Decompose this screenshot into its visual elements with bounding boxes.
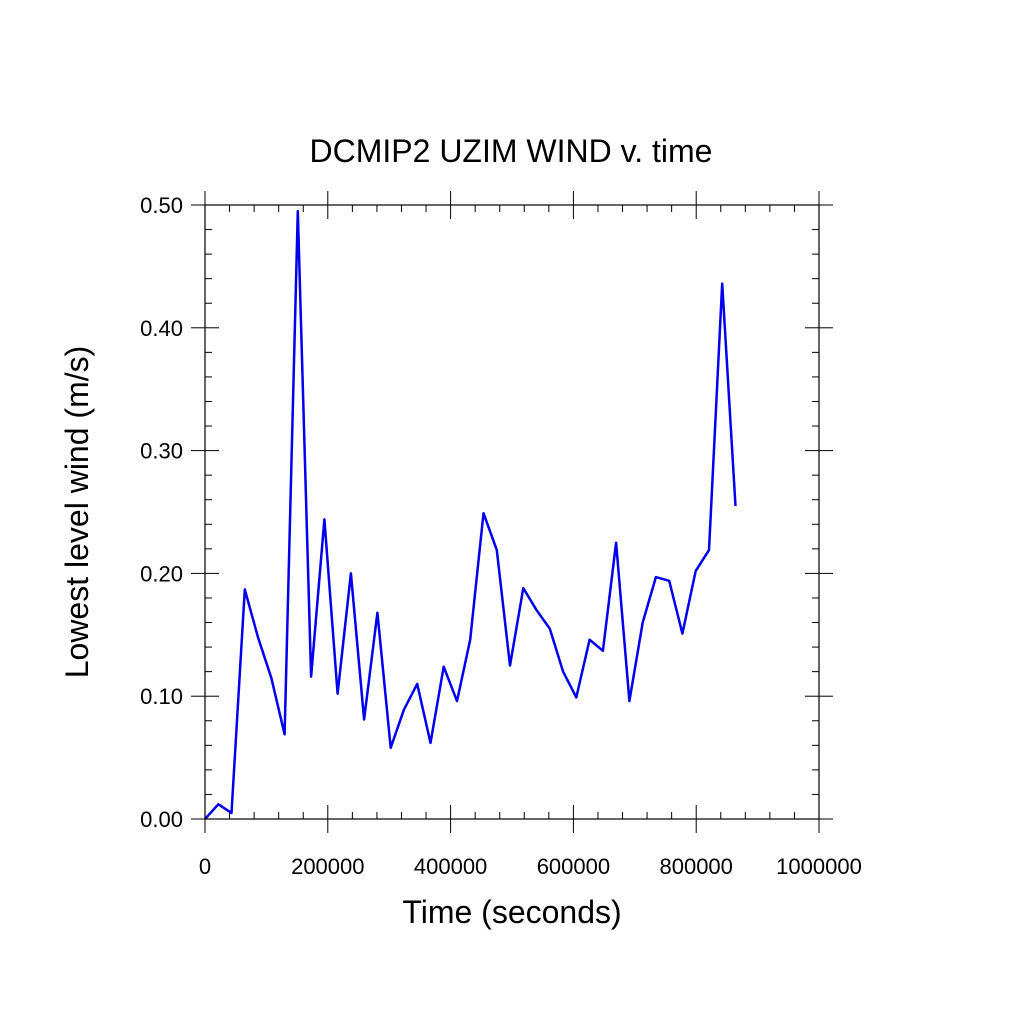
- plot-frame: [204, 204, 820, 820]
- y-tick-label: 0.20: [140, 561, 183, 586]
- axis-ticks: [191, 191, 833, 833]
- tick-labels: 0 200000 400000 600000 800000 1000000 0.00 0.10…: [140, 193, 862, 879]
- y-tick-label: 0.00: [140, 807, 183, 832]
- y-axis-label: Lowest level wind (m/s): [59, 346, 95, 679]
- chart-title: DCMIP2 UZIM WIND v. time: [310, 133, 713, 169]
- x-tick-label: 0: [199, 854, 211, 879]
- x-tick-label: 400000: [414, 854, 487, 879]
- y-tick-label: 0.10: [140, 684, 183, 709]
- x-tick-label: 800000: [659, 854, 732, 879]
- x-tick-label: 1000000: [776, 854, 862, 879]
- y-tick-label: 0.30: [140, 439, 183, 464]
- x-tick-label: 600000: [537, 854, 610, 879]
- x-tick-label: 200000: [291, 854, 364, 879]
- y-tick-label: 0.40: [140, 316, 183, 341]
- x-axis-label: Time (seconds): [402, 894, 621, 930]
- y-tick-label: 0.50: [140, 193, 183, 218]
- series-line: [204, 209, 737, 820]
